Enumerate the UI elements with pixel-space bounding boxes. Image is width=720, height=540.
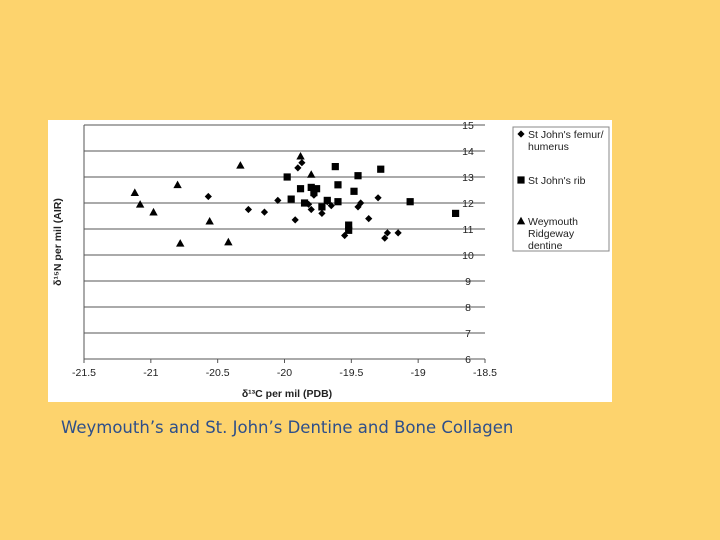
data-point-square xyxy=(451,209,460,217)
data-point-diamond xyxy=(298,159,306,167)
data-point-square xyxy=(318,203,326,211)
data-point-triangle xyxy=(135,200,145,208)
slide-caption: Weymouth’s and St. John’s Dentine and Bo… xyxy=(61,418,514,437)
data-point-diamond xyxy=(294,164,302,172)
legend-marker-triangle xyxy=(516,216,526,225)
data-point-square xyxy=(283,173,291,181)
data-point-square xyxy=(312,185,321,193)
data-point-diamond xyxy=(291,216,299,224)
data-point-triangle xyxy=(296,152,305,160)
legend-label: St John's rib xyxy=(528,175,586,187)
y-tick-label: 12 xyxy=(462,198,474,210)
x-axis-title: δ¹³C per mil (PDB) xyxy=(242,388,332,400)
data-point-square xyxy=(334,198,342,206)
legend-label: Weymouth xyxy=(528,216,578,228)
data-point-diamond xyxy=(274,196,282,204)
data-point-diamond xyxy=(307,205,315,214)
y-tick-label: 11 xyxy=(463,224,474,236)
data-point-square xyxy=(323,196,331,204)
data-point-square xyxy=(345,221,353,229)
data-point-diamond xyxy=(318,209,326,217)
data-point-triangle xyxy=(173,180,182,189)
data-point-diamond xyxy=(341,231,349,240)
legend-label: St John's femur/ xyxy=(528,129,604,141)
data-point-square xyxy=(307,183,315,191)
data-point-square xyxy=(310,189,318,197)
x-tick-label: -21 xyxy=(143,367,158,379)
data-point-triangle xyxy=(236,161,245,169)
legend-box xyxy=(512,126,610,252)
legend-marker-square xyxy=(517,176,525,184)
data-point-triangle xyxy=(130,188,139,196)
data-point-square xyxy=(300,199,309,207)
y-axis-title: δ¹⁵N per mil (AIR) xyxy=(52,198,64,286)
x-tick-label: -20.5 xyxy=(206,367,230,379)
y-tick-label: 9 xyxy=(465,276,471,288)
y-tick-label: 15 xyxy=(462,120,474,132)
legend-marker-diamond xyxy=(517,130,525,138)
scatter-chart: -21.5 -21 -20.5 -20 -19.5 -19 -18.56 7 8 9 10 11 12 1… xyxy=(52,120,610,400)
data-point-square xyxy=(334,181,342,189)
data-point-triangle xyxy=(307,170,316,178)
x-tick-label: -20 xyxy=(277,367,292,379)
data-point-square xyxy=(331,163,339,171)
data-point-diamond xyxy=(357,199,365,207)
data-point-triangle xyxy=(224,237,233,246)
data-point-diamond xyxy=(381,234,389,242)
data-point-square xyxy=(377,165,385,173)
data-point-square xyxy=(296,185,305,193)
data-point-triangle xyxy=(176,239,185,247)
legend-label: Ridgeway xyxy=(528,228,575,240)
data-point-square xyxy=(345,226,353,234)
y-tick-label: 10 xyxy=(462,250,474,262)
data-point-square xyxy=(287,195,295,203)
data-point-diamond xyxy=(365,215,373,223)
data-point-diamond xyxy=(204,192,212,201)
x-tick-label: -19 xyxy=(411,367,426,379)
data-point-square xyxy=(406,198,414,206)
data-point-square xyxy=(354,172,362,180)
x-tick-label: -18.5 xyxy=(473,367,497,379)
x-tick-label: -19.5 xyxy=(339,367,363,379)
y-tick-label: 6 xyxy=(465,354,471,366)
data-point-square xyxy=(350,187,358,195)
x-tick-label: -21.5 xyxy=(72,367,96,379)
data-point-diamond xyxy=(244,205,253,214)
legend-label: dentine xyxy=(528,240,563,252)
data-point-diamond xyxy=(374,194,382,202)
data-point-diamond xyxy=(394,229,402,237)
y-tick-label: 8 xyxy=(465,302,471,314)
y-tick-label: 14 xyxy=(462,146,474,158)
data-point-diamond xyxy=(260,208,269,216)
y-tick-label: 13 xyxy=(462,172,474,184)
data-point-triangle xyxy=(149,207,158,216)
y-tick-label: 7 xyxy=(465,328,471,340)
chart-panel: -21.5 -21 -20.5 -20 -19.5 -19 -18.5 6 7 8 9 10 11 12 1… xyxy=(48,120,612,402)
data-point-diamond xyxy=(383,229,392,237)
data-point-triangle xyxy=(205,217,214,225)
legend-label: humerus xyxy=(528,141,569,153)
